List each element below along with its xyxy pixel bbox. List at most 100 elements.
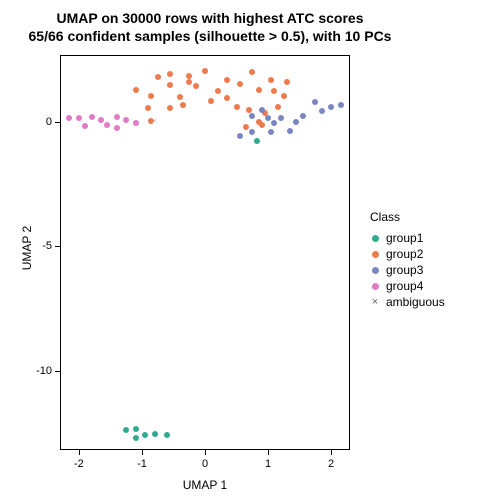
plot-area: [60, 55, 350, 450]
legend: Class group1 group2 group3 group4 × ambiguous: [370, 210, 445, 310]
point-group2: [271, 88, 277, 94]
x-tick-label: 2: [328, 458, 334, 470]
point-group4: [123, 117, 129, 123]
point-group2: [208, 98, 214, 104]
legend-item: × ambiguous: [370, 294, 445, 310]
point-group4: [89, 114, 95, 120]
point-group2: [167, 82, 173, 88]
legend-item: group1: [370, 230, 445, 246]
point-group2: [215, 88, 221, 94]
x-tick-label: -2: [74, 458, 84, 470]
point-group1: [142, 432, 148, 438]
point-group2: [177, 94, 183, 100]
point-group2: [246, 107, 252, 113]
point-group2: [284, 79, 290, 85]
point-group2: [155, 74, 161, 80]
y-tick-label: 0: [30, 116, 52, 128]
point-group4: [114, 114, 120, 120]
point-group2: [268, 77, 274, 83]
point-group2: [259, 122, 265, 128]
point-group2: [186, 73, 192, 79]
dot-icon: [370, 233, 380, 243]
point-group3: [338, 102, 344, 108]
point-ambiguous: ×: [152, 117, 158, 127]
point-group2: [249, 69, 255, 75]
point-group1: [254, 138, 260, 144]
point-group3: [319, 108, 325, 114]
point-group1: [164, 432, 170, 438]
point-group1: [123, 427, 129, 433]
point-group2: [167, 71, 173, 77]
dot-icon: [370, 249, 380, 259]
point-group4: [66, 115, 72, 121]
legend-label: ambiguous: [386, 295, 445, 309]
dot-icon: [370, 265, 380, 275]
point-group4: [76, 115, 82, 121]
legend-item: group2: [370, 246, 445, 262]
point-group4: [104, 122, 110, 128]
y-tick-mark: [55, 122, 60, 123]
point-group2: [243, 124, 249, 130]
legend-item: group4: [370, 278, 445, 294]
dot-icon: [370, 281, 380, 291]
x-tick-mark: [205, 450, 206, 455]
legend-label: group1: [386, 231, 423, 245]
y-tick-mark: [55, 246, 60, 247]
x-tick-label: 0: [202, 458, 208, 470]
point-group2: [202, 68, 208, 74]
title-line1: UMAP on 30000 rows with highest ATC scor…: [0, 10, 420, 28]
point-group3: [328, 104, 334, 110]
point-group4: [114, 125, 120, 131]
x-tick-mark: [79, 450, 80, 455]
point-group1: [133, 426, 139, 432]
point-group2: [224, 77, 230, 83]
point-group3: [249, 129, 255, 135]
point-group4: [82, 123, 88, 129]
x-tick-label: 1: [265, 458, 271, 470]
legend-label: group2: [386, 247, 423, 261]
point-group3: [237, 133, 243, 139]
y-tick-label: -5: [30, 240, 52, 252]
point-group2: [234, 104, 240, 110]
y-tick-label: -10: [30, 365, 52, 377]
y-tick-mark: [55, 371, 60, 372]
point-group4: [98, 117, 104, 123]
point-group2: [275, 104, 281, 110]
x-icon: ×: [370, 297, 380, 307]
point-group1: [152, 431, 158, 437]
x-tick-mark: [331, 450, 332, 455]
point-group3: [265, 115, 271, 121]
legend-item: group3: [370, 262, 445, 278]
legend-title: Class: [370, 210, 445, 224]
point-group2: [145, 105, 151, 111]
point-group2: [167, 105, 173, 111]
point-group3: [312, 99, 318, 105]
point-group2: [133, 87, 139, 93]
x-tick-label: -1: [137, 458, 147, 470]
point-group3: [268, 129, 274, 135]
point-group2: [224, 95, 230, 101]
chart-title: UMAP on 30000 rows with highest ATC scor…: [0, 10, 420, 45]
point-group3: [249, 113, 255, 119]
x-axis-label: UMAP 1: [60, 478, 350, 492]
point-group3: [259, 107, 265, 113]
x-tick-mark: [142, 450, 143, 455]
point-group3: [287, 128, 293, 134]
point-group4: [133, 120, 139, 126]
point-group2: [186, 79, 192, 85]
point-group2: [281, 93, 287, 99]
point-group2: [237, 81, 243, 87]
title-line2: 65/66 confident samples (silhouette > 0.…: [0, 28, 420, 46]
point-group1: [133, 435, 139, 441]
point-group2: [180, 102, 186, 108]
point-group2: [193, 83, 199, 89]
point-group3: [271, 120, 277, 126]
legend-label: group4: [386, 279, 423, 293]
point-group3: [293, 119, 299, 125]
point-group3: [278, 115, 284, 121]
point-group2: [256, 87, 262, 93]
point-group2: [148, 93, 154, 99]
x-tick-mark: [268, 450, 269, 455]
point-group3: [300, 113, 306, 119]
legend-label: group3: [386, 263, 423, 277]
